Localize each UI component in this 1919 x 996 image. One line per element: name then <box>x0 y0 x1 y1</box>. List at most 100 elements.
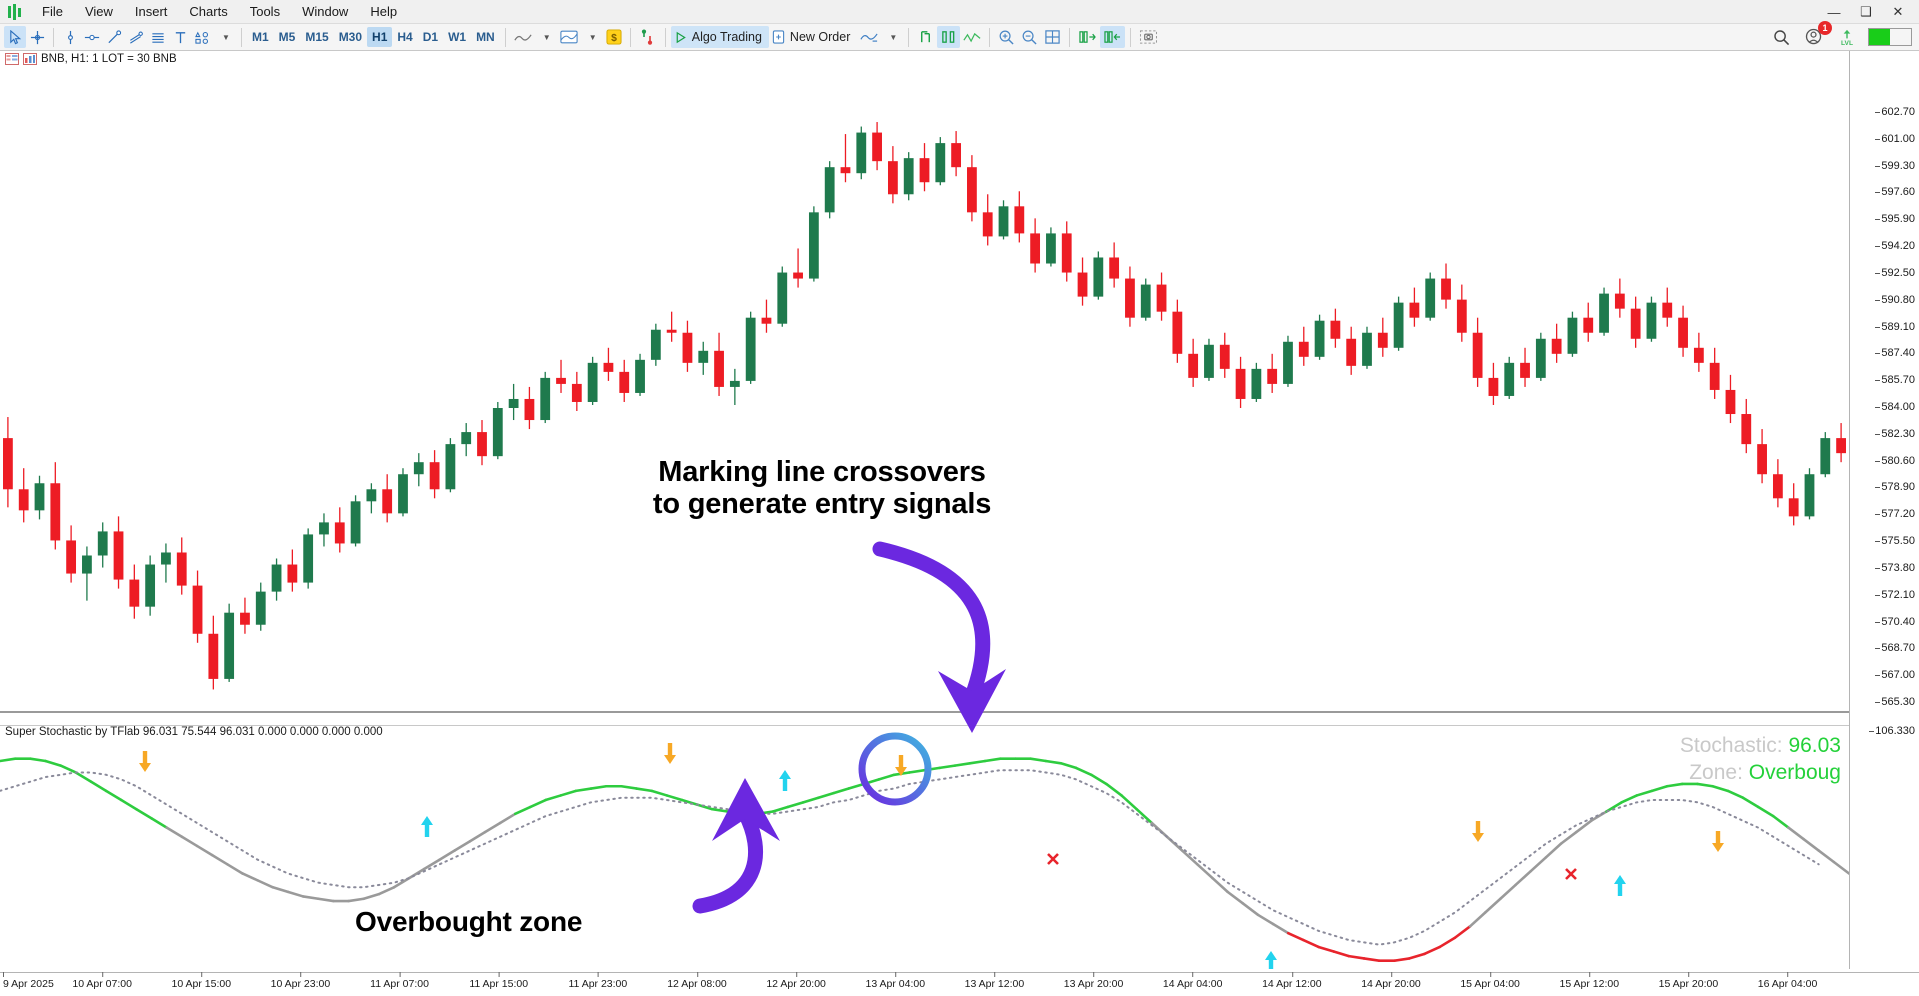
svg-text:LVL: LVL <box>1841 40 1853 46</box>
signal-marker <box>139 751 151 772</box>
signal-marker <box>421 816 433 837</box>
stochastic-value: 96.03 <box>1788 734 1841 757</box>
toolbar-separator <box>1069 27 1071 47</box>
zoom-out-icon[interactable] <box>1018 26 1041 48</box>
chart-area[interactable]: BNB, H1: 1 LOT = 30 BNB Super Stochastic… <box>0 51 1919 989</box>
arrow-overbought-head <box>712 778 780 841</box>
menu-item-help[interactable]: Help <box>370 4 398 19</box>
timeframe-mn[interactable]: MN <box>476 30 495 44</box>
profile-icon[interactable]: 1 <box>1802 21 1832 48</box>
menu-item-charts[interactable]: Charts <box>189 4 228 19</box>
search-icon[interactable] <box>1770 26 1793 48</box>
algo-trading-button[interactable]: Algo Trading <box>670 26 769 48</box>
close-icon[interactable]: ✕ <box>1892 4 1904 19</box>
price-tick-label: 565.30 <box>1875 696 1915 708</box>
shapes-icon[interactable] <box>191 26 214 48</box>
candlestick-dropdown-icon[interactable]: ▼ <box>588 32 597 42</box>
timeframe-m1[interactable]: M1 <box>252 30 269 44</box>
dollar-icon[interactable]: $ <box>603 26 625 48</box>
candlestick-chart-icon[interactable] <box>557 26 581 48</box>
horizontal-line-icon[interactable] <box>81 26 103 48</box>
timeframe-m15[interactable]: M15 <box>305 30 329 44</box>
chart-small-icon <box>23 53 37 65</box>
crosshair-icon[interactable] <box>26 26 48 48</box>
battery-icon <box>1868 28 1912 46</box>
timeframe-h4[interactable]: H4 <box>397 30 413 44</box>
price-tick-label: 570.40 <box>1875 615 1915 628</box>
toolbar-separator <box>241 27 242 47</box>
price-tick-label: 589.10 <box>1875 320 1915 333</box>
stochastic-row: Stochastic: 96.03 <box>1680 733 1841 760</box>
title-bar: File View Insert Charts Tools Window Hel… <box>0 0 1919 24</box>
price-axis[interactable]: 602.70 601.00 599.30 597.60 595.90 594.20 592.… <box>1849 51 1919 989</box>
new-order-button[interactable]: New Order <box>769 26 857 48</box>
menu-item-window[interactable]: Window <box>302 4 349 19</box>
time-tick-label: 14 Apr 12:00 <box>1262 972 1322 990</box>
menu-item-file[interactable]: File <box>42 4 63 19</box>
grid-small-icon <box>5 53 19 65</box>
time-axis[interactable]: 9 Apr 2025 10 Apr 07:00 10 Apr 15:00 10 Apr… <box>0 972 1919 996</box>
maximize-icon[interactable]: ❑ <box>1860 4 1872 19</box>
toolbar-separator <box>908 27 910 47</box>
indicators-icon[interactable] <box>636 26 660 48</box>
autoscroll-dropdown-icon[interactable]: ▼ <box>889 32 898 42</box>
annotation-crossover: Marking line crossovers to generate entr… <box>612 456 1032 521</box>
line-chart-dropdown-icon[interactable]: ▼ <box>542 32 551 42</box>
arrow-crossover-head <box>938 669 1006 733</box>
indicator-header: Super Stochastic by TFlab 96.031 75.544 … <box>5 726 383 738</box>
timeframe-m5[interactable]: M5 <box>278 30 296 44</box>
annotation-crossover-line2: to generate entry signals <box>652 488 992 521</box>
terminal-icon[interactable] <box>1100 26 1126 48</box>
channel-icon[interactable] <box>125 26 147 48</box>
zigzag-icon[interactable] <box>960 26 984 48</box>
app-logo-icon <box>5 3 25 21</box>
shapes-dropdown-icon[interactable]: ▼ <box>222 32 230 42</box>
time-tick-label: 14 Apr 20:00 <box>1361 972 1421 990</box>
level-icon[interactable]: LVL <box>1835 26 1859 48</box>
autoscroll-icon[interactable] <box>857 26 881 48</box>
time-tick-label: 15 Apr 04:00 <box>1460 972 1520 990</box>
zoom-in-icon[interactable] <box>995 26 1018 48</box>
snapshot-icon[interactable] <box>1136 26 1161 48</box>
line-chart-icon[interactable] <box>511 26 535 48</box>
fibonacci-icon[interactable] <box>147 26 169 48</box>
annotation-crossover-line1: Marking line crossovers <box>658 456 986 488</box>
menu-item-insert[interactable]: Insert <box>134 4 168 19</box>
signal-marker <box>1047 853 1059 865</box>
menu-item-view[interactable]: View <box>84 4 113 19</box>
timeframe-m30[interactable]: M30 <box>338 30 363 44</box>
cursor-icon[interactable] <box>4 26 26 48</box>
vertical-line-icon[interactable] <box>59 26 81 48</box>
time-tick-label: 13 Apr 04:00 <box>865 972 926 990</box>
stochastic-readout: Stochastic: 96.03 Zone: Overboug <box>1680 733 1841 787</box>
timeframe-d1[interactable]: D1 <box>422 30 439 44</box>
time-tick-label: 10 Apr 07:00 <box>72 972 132 990</box>
price-tick-label: 602.70 <box>1875 106 1915 118</box>
price-tick-label: 587.40 <box>1875 347 1915 360</box>
grid-icon[interactable] <box>1041 26 1064 48</box>
text-icon[interactable] <box>169 26 191 48</box>
bar-shift-icon[interactable] <box>937 26 961 48</box>
price-tick-label: 597.60 <box>1875 186 1915 199</box>
price-tick-label: 584.00 <box>1875 401 1915 413</box>
toolbar-separator <box>1130 27 1132 47</box>
algo-trading-label: Algo Trading <box>691 30 762 44</box>
chart-shift-icon[interactable] <box>914 26 937 48</box>
data-window-icon[interactable] <box>1075 26 1100 48</box>
trend-line-icon[interactable] <box>103 26 125 48</box>
time-tick-label: 11 Apr 07:00 <box>370 972 429 990</box>
price-tick-label: 577.20 <box>1875 508 1915 521</box>
toolbar-separator <box>629 27 631 47</box>
minimize-icon[interactable]: — <box>1827 4 1841 20</box>
timeframe-h1[interactable]: H1 <box>367 27 393 47</box>
menu-item-tools[interactable]: Tools <box>249 4 281 19</box>
time-tick-label: 14 Apr 04:00 <box>1162 972 1223 990</box>
price-tick-label: 568.70 <box>1875 642 1915 655</box>
toolbar-separator <box>53 27 54 47</box>
time-tick-label: 12 Apr 20:00 <box>766 972 826 990</box>
signal-marker <box>895 755 907 776</box>
zone-row: Zone: Overboug <box>1680 760 1841 787</box>
time-tick-label: 9 Apr 2025 <box>3 972 54 990</box>
timeframe-w1[interactable]: W1 <box>448 30 467 44</box>
panel-divider-bottom <box>0 725 1849 726</box>
